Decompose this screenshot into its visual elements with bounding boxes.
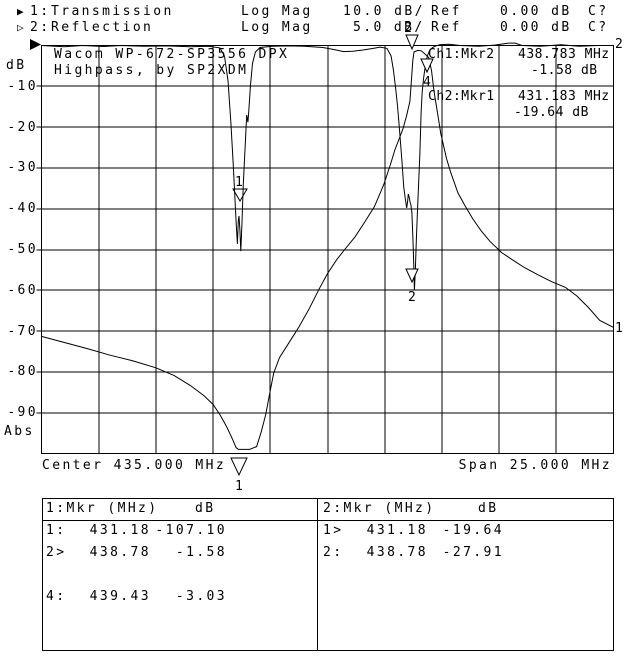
marker-row: 1> 431.18 -19.64 — [320, 523, 613, 545]
marker-freq: 439.43 — [89, 589, 151, 604]
measurement-plot: 2 4 1 2 1 2 1 — [30, 21, 623, 494]
ch2-marker-table: 2:Mkr (MHz) dB 1> 431.18 -19.64 2: 438.7… — [317, 498, 614, 651]
marker-label: 1: — [46, 523, 67, 538]
ch1-trace-name: Transmission — [51, 4, 174, 19]
readout-ch2-marker-name: Ch2:Mkr1 — [428, 89, 495, 104]
marker-freq: 431.18 — [89, 523, 151, 538]
marker-label: 2> — [46, 545, 67, 560]
readout-ch1-marker-name: Ch1:Mkr2 — [428, 47, 495, 62]
marker-freq: 438.78 — [89, 545, 151, 560]
ch2-mkr2-flag-icon — [405, 268, 419, 284]
y-tick-label: -20 — [7, 120, 38, 135]
ch1-format: Log Mag — [241, 4, 313, 19]
ch2-format: Log Mag — [241, 20, 313, 35]
x-axis-center-label: Center 435.000 MHz — [42, 458, 227, 473]
y-tick-label: -60 — [7, 283, 38, 298]
ch2-ref-label: Ref — [431, 20, 462, 35]
y-tick-label: -40 — [7, 201, 38, 216]
marker-label: 1> — [323, 523, 344, 538]
ch1-status: C? — [588, 4, 609, 19]
ch2-marker-table-title: 2:Mkr (MHz) — [323, 501, 436, 516]
axis-mkr1-flag-icon — [230, 457, 248, 477]
transmission-trace — [41, 49, 614, 450]
y-tick-label: -70 — [7, 324, 38, 339]
ch1-mkr2-flag-label: 2 — [404, 21, 412, 36]
ch1-scale: 10.0 dB/ — [343, 4, 425, 19]
plot-border — [41, 45, 614, 454]
channel2-marker-icon: ▷ — [17, 21, 24, 34]
marker-label: 2: — [323, 545, 344, 560]
ch2-mkr1-flag-icon — [232, 188, 248, 202]
transmission-trace-end-label: 1 — [615, 321, 623, 336]
y-tick-label: -50 — [7, 242, 38, 257]
ch2-number: 2: — [30, 20, 51, 35]
readout-ch2-marker-freq: 431.183 MHz — [518, 89, 610, 104]
ch2-ref-value: 0.00 dB — [500, 20, 572, 35]
marker-row: 4: 439.43 -3.03 — [43, 589, 318, 611]
ch2-marker-table-header: 2:Mkr (MHz) dB — [318, 499, 613, 521]
marker-row: 2> 438.78 -1.58 — [43, 545, 318, 567]
ch1-marker-table-unit: dB — [195, 501, 216, 516]
axis-mkr1-flag-label: 1 — [235, 479, 243, 494]
y-tick-label: -80 — [7, 364, 38, 379]
ch2-marker-table-unit: dB — [478, 501, 499, 516]
ch2-scale: 5.0 dB/ — [353, 20, 425, 35]
reflection-trace-end-label: 2 — [615, 37, 623, 52]
marker-db: -19.64 — [442, 523, 504, 538]
ch1-mkr4-flag-icon — [420, 58, 434, 74]
ch2-mkr1-flag-label: 1 — [235, 175, 243, 190]
y-tick-label: -90 — [7, 405, 38, 420]
readout-ch1-marker-freq: 438.783 MHz — [518, 47, 610, 62]
reflection-trace — [41, 42, 614, 291]
ref-position-arrow-icon — [30, 39, 41, 50]
channel1-active-icon: ▶ — [17, 5, 24, 18]
marker-row: 2: 438.78 -27.91 — [320, 545, 613, 567]
ch1-mkr2-flag-icon — [405, 34, 419, 51]
y-axis-abs-label: Abs — [4, 424, 35, 439]
readout-ch1-marker-level: -1.58 dB — [531, 63, 598, 78]
ch1-mkr4-flag-label: 4 — [423, 75, 431, 90]
ch2-trace-name: Reflection — [51, 20, 154, 35]
marker-row: 1: 431.18 -107.10 — [43, 523, 318, 545]
ch1-marker-table: 1:Mkr (MHz) dB 1: 431.18 -107.10 2> 438.… — [42, 498, 319, 651]
marker-row — [43, 567, 318, 589]
marker-db: -1.58 — [175, 545, 227, 560]
ch2-status: C? — [588, 20, 609, 35]
marker-db: -107.10 — [155, 523, 227, 538]
ch1-marker-table-header: 1:Mkr (MHz) dB — [43, 499, 318, 521]
marker-label: 4: — [46, 589, 67, 604]
marker-freq: 431.18 — [366, 523, 428, 538]
marker-db: -3.03 — [175, 589, 227, 604]
ch1-number: 1: — [30, 4, 51, 19]
y-axis-unit: dB — [6, 58, 27, 73]
y-tick-label: -30 — [7, 160, 38, 175]
ch1-marker-table-title: 1:Mkr (MHz) — [46, 501, 159, 516]
graticule — [36, 45, 614, 454]
readout-ch2-marker-level: -19.64 dB — [514, 105, 589, 120]
ch2-mkr2-flag-label: 2 — [408, 290, 416, 305]
marker-freq: 438.78 — [366, 545, 428, 560]
y-tick-label: -10 — [7, 79, 38, 94]
ch1-ref-value: 0.00 dB — [500, 4, 572, 19]
ch1-ref-label: Ref — [431, 4, 462, 19]
marker-db: -27.91 — [442, 545, 504, 560]
x-axis-span-label: Span 25.000 MHz — [458, 458, 612, 473]
